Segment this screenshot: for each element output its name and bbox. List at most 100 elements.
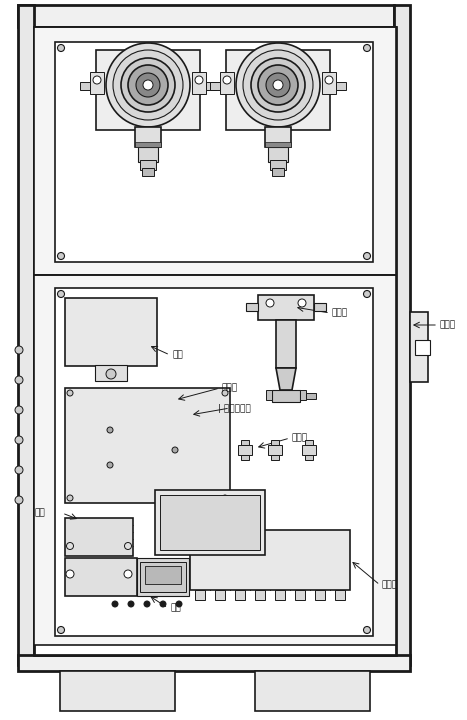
Bar — [95, 365, 127, 381]
Bar — [335, 590, 345, 600]
Bar — [190, 530, 350, 590]
Bar — [220, 72, 234, 94]
Circle shape — [15, 406, 23, 414]
Text: 转接管: 转接管 — [292, 433, 308, 443]
Circle shape — [57, 290, 64, 297]
Bar — [34, 275, 396, 645]
Circle shape — [258, 65, 298, 105]
Bar — [235, 590, 245, 600]
Bar — [18, 5, 394, 27]
Bar — [300, 390, 306, 400]
Bar — [336, 82, 346, 90]
Bar — [226, 50, 330, 130]
Bar — [55, 42, 373, 262]
Circle shape — [222, 390, 228, 396]
Bar — [55, 288, 373, 636]
Circle shape — [251, 58, 305, 112]
Bar — [145, 566, 181, 584]
Bar — [80, 82, 90, 90]
Text: 电路板: 电路板 — [221, 384, 237, 392]
Bar — [135, 127, 161, 147]
Text: 电磁阀: 电磁阀 — [382, 580, 398, 590]
Circle shape — [15, 466, 23, 474]
Bar — [305, 440, 313, 445]
Bar — [268, 445, 282, 455]
Text: 气泵: 气泵 — [172, 351, 183, 359]
Polygon shape — [276, 368, 296, 390]
Bar — [265, 142, 291, 147]
Circle shape — [176, 601, 182, 607]
Circle shape — [124, 570, 132, 578]
Circle shape — [107, 462, 113, 468]
Circle shape — [222, 495, 228, 501]
Circle shape — [67, 495, 73, 501]
Circle shape — [93, 76, 101, 84]
Circle shape — [15, 496, 23, 504]
Circle shape — [144, 601, 150, 607]
Bar — [255, 590, 265, 600]
Circle shape — [67, 390, 73, 396]
Circle shape — [15, 436, 23, 444]
Circle shape — [195, 76, 203, 84]
Circle shape — [136, 73, 160, 97]
Bar — [305, 455, 313, 460]
Bar — [270, 160, 286, 170]
Bar — [160, 495, 260, 550]
Circle shape — [106, 43, 190, 127]
Circle shape — [143, 80, 153, 90]
Bar — [60, 671, 175, 711]
Bar — [18, 655, 410, 671]
Bar — [266, 390, 272, 400]
Bar — [34, 27, 396, 655]
Circle shape — [57, 626, 64, 634]
Circle shape — [172, 447, 178, 453]
Text: 流量计: 流量计 — [440, 320, 456, 330]
Text: 电源: 电源 — [170, 603, 181, 613]
Bar — [65, 518, 133, 556]
Bar — [155, 490, 265, 555]
Circle shape — [57, 45, 64, 52]
Bar — [315, 590, 325, 600]
Bar — [255, 671, 370, 711]
Circle shape — [363, 290, 370, 297]
Circle shape — [223, 76, 231, 84]
Bar — [65, 298, 157, 366]
Circle shape — [15, 346, 23, 354]
Bar — [96, 50, 200, 130]
Circle shape — [266, 73, 290, 97]
Bar — [241, 440, 249, 445]
Circle shape — [106, 369, 116, 379]
Circle shape — [66, 570, 74, 578]
Bar — [140, 160, 156, 170]
Bar — [246, 303, 258, 311]
Text: 开关: 开关 — [35, 508, 45, 518]
Bar — [192, 72, 206, 94]
Bar — [314, 303, 326, 311]
Text: 滤水器: 滤水器 — [332, 308, 348, 318]
Bar — [302, 445, 316, 455]
Circle shape — [57, 253, 64, 259]
Bar — [195, 590, 205, 600]
Bar — [272, 390, 300, 402]
Circle shape — [160, 601, 166, 607]
Bar — [265, 127, 291, 147]
Bar — [410, 312, 428, 382]
Bar — [65, 388, 230, 503]
Text: | 转二转接管: | 转二转接管 — [218, 403, 251, 413]
Bar — [322, 72, 336, 94]
Circle shape — [128, 65, 168, 105]
Bar — [65, 558, 137, 596]
Bar — [415, 340, 430, 355]
Bar — [90, 72, 104, 94]
Bar — [238, 445, 252, 455]
Circle shape — [266, 299, 274, 307]
Bar — [268, 147, 288, 162]
Circle shape — [112, 601, 118, 607]
Bar — [241, 455, 249, 460]
Circle shape — [325, 76, 333, 84]
Bar — [275, 590, 285, 600]
Circle shape — [363, 626, 370, 634]
Bar — [18, 5, 34, 665]
Circle shape — [121, 58, 175, 112]
Bar — [210, 82, 220, 90]
